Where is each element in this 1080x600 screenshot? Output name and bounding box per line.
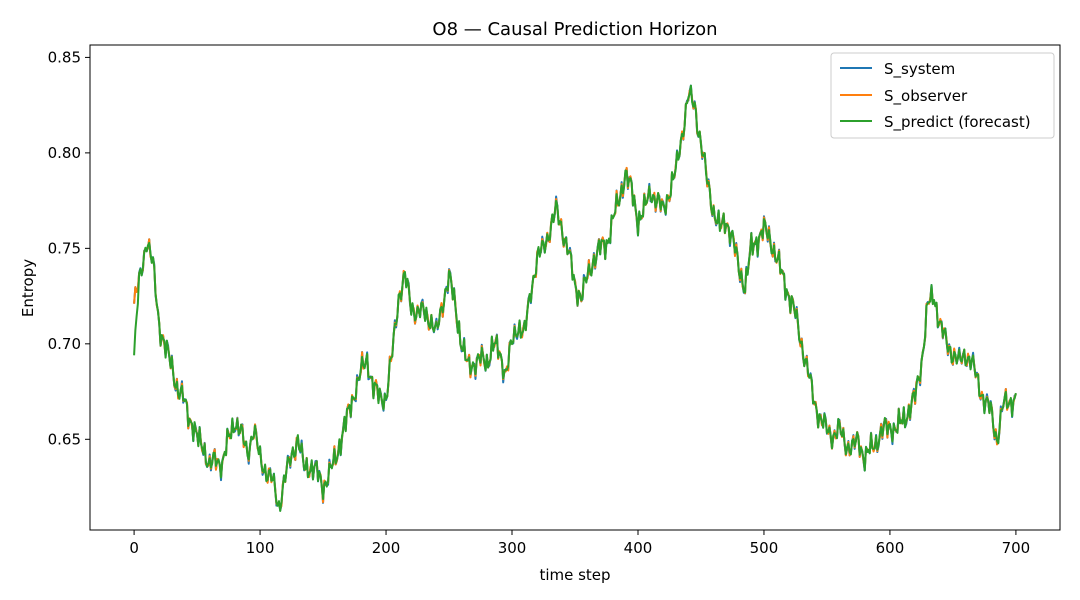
x-tick-label: 300 <box>498 539 527 557</box>
y-tick-label: 0.70 <box>48 335 81 353</box>
x-tick-label: 500 <box>750 539 779 557</box>
x-tick-label: 200 <box>372 539 401 557</box>
line-s-system <box>133 84 1017 512</box>
legend-box <box>830 52 1055 139</box>
line-s-predict <box>133 84 1017 512</box>
legend-label-system: S_system <box>884 60 955 79</box>
y-axis-label: Entropy <box>19 259 37 317</box>
y-tick-label: 0.85 <box>48 48 81 66</box>
x-tick-label: 600 <box>876 539 905 557</box>
y-tick-label: 0.65 <box>48 430 81 448</box>
legend-label-predict: S_predict (forecast) <box>884 113 1031 132</box>
plot-frame <box>89 44 1061 531</box>
line-s-observer <box>133 87 1017 510</box>
y-tick-label: 0.80 <box>48 144 81 162</box>
x-tick-label: 100 <box>246 539 275 557</box>
legend: S_system S_observer S_predict (forecast) <box>830 52 1055 139</box>
legend-label-observer: S_observer <box>884 87 968 106</box>
x-axis-label: time step <box>539 566 610 584</box>
plot-area <box>133 84 1017 512</box>
y-axis: 0.65 0.70 0.75 0.80 0.85 <box>48 48 90 448</box>
x-tick-label: 700 <box>1002 539 1031 557</box>
x-axis: 0 100 200 300 400 500 600 700 <box>129 530 1030 557</box>
chart-title: O8 — Causal Prediction Horizon <box>432 19 717 40</box>
y-tick-label: 0.75 <box>48 239 81 257</box>
x-tick-label: 400 <box>624 539 653 557</box>
x-tick-label: 0 <box>129 539 139 557</box>
